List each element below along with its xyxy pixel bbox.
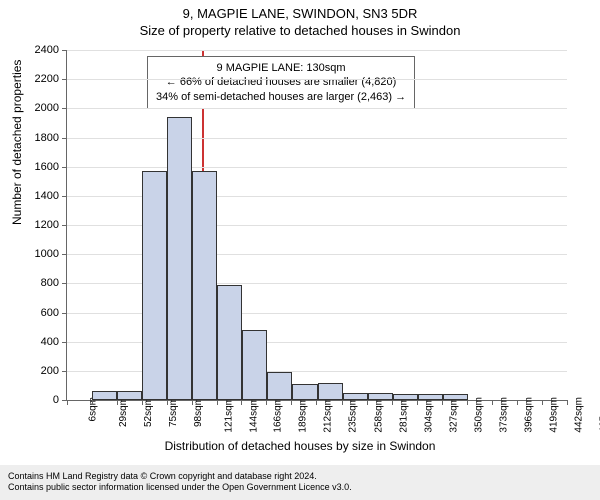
x-tick-mark [291,400,292,405]
x-tick-label: 189sqm [298,397,309,433]
callout-line1: 9 MAGPIE LANE: 130sqm [156,61,406,75]
x-tick-mark [567,400,568,405]
gridline [67,138,567,139]
y-tick-label: 400 [19,336,59,348]
x-tick-label: 304sqm [423,397,434,433]
x-tick-mark [142,400,143,405]
histogram-bar [343,393,368,400]
x-tick-mark [67,400,68,405]
callout-line3: 34% of semi-detached houses are larger (… [156,90,406,104]
x-tick-mark [316,400,317,405]
histogram-bar [368,393,393,400]
y-tick-label: 200 [19,365,59,377]
x-tick-label: 212sqm [323,397,334,433]
x-axis-label: Distribution of detached houses by size … [0,439,600,453]
histogram-bar [92,391,117,400]
histogram-bar [418,394,443,400]
histogram-bar [443,394,468,400]
x-tick-label: 52sqm [143,397,154,427]
x-tick-mark [92,400,93,405]
y-tick-mark [62,196,67,197]
x-tick-label: 373sqm [498,397,509,433]
x-tick-label: 327sqm [448,397,459,433]
x-tick-label: 144sqm [249,397,260,433]
x-tick-mark [266,400,267,405]
x-tick-mark [467,400,468,405]
y-tick-mark [62,167,67,168]
x-tick-label: 419sqm [548,397,559,433]
x-tick-mark [192,400,193,405]
histogram-bar [117,391,142,400]
x-tick-label: 121sqm [224,397,235,433]
y-tick-mark [62,342,67,343]
gridline [67,108,567,109]
y-tick-mark [62,50,67,51]
chart-title: 9, MAGPIE LANE, SWINDON, SN3 5DR [0,0,600,21]
x-tick-label: 442sqm [574,397,585,433]
chart-container: 9, MAGPIE LANE, SWINDON, SN3 5DR Size of… [0,0,600,500]
y-tick-label: 1000 [19,248,59,260]
chart-subtitle: Size of property relative to detached ho… [0,21,600,38]
x-tick-mark [417,400,418,405]
histogram-bar [167,117,192,400]
y-tick-label: 800 [19,277,59,289]
y-tick-mark [62,254,67,255]
y-tick-mark [62,225,67,226]
x-tick-label: 98sqm [193,397,204,427]
y-tick-label: 1200 [19,219,59,231]
x-tick-mark [367,400,368,405]
histogram-bar [192,171,217,400]
y-tick-label: 0 [19,394,59,406]
histogram-bar [217,285,242,400]
y-tick-label: 1600 [19,161,59,173]
x-tick-mark [117,400,118,405]
histogram-bar [267,372,292,400]
y-tick-label: 2000 [19,102,59,114]
callout-box: 9 MAGPIE LANE: 130sqm ← 66% of detached … [147,56,415,109]
x-tick-label: 258sqm [373,397,384,433]
x-tick-label: 29sqm [118,397,129,427]
x-tick-mark [217,400,218,405]
x-tick-label: 396sqm [523,397,534,433]
x-tick-mark [442,400,443,405]
histogram-bar [393,394,418,400]
x-tick-label: 75sqm [168,397,179,427]
x-tick-mark [492,400,493,405]
histogram-bar [242,330,267,400]
histogram-bar [318,383,343,401]
x-tick-mark [241,400,242,405]
x-tick-mark [517,400,518,405]
gridline [67,50,567,51]
y-tick-mark [62,283,67,284]
x-tick-mark [342,400,343,405]
x-tick-mark [392,400,393,405]
plot-area: 9 MAGPIE LANE: 130sqm ← 66% of detached … [66,50,567,401]
x-tick-label: 166sqm [273,397,284,433]
y-tick-mark [62,108,67,109]
x-tick-label: 235sqm [348,397,359,433]
footer: Contains HM Land Registry data © Crown c… [0,465,600,500]
y-tick-mark [62,79,67,80]
y-tick-label: 2400 [19,44,59,56]
y-tick-label: 2200 [19,73,59,85]
x-tick-label: 281sqm [398,397,409,433]
histogram-bar [142,171,167,400]
y-tick-label: 600 [19,307,59,319]
y-tick-mark [62,371,67,372]
callout-line2: ← 66% of detached houses are smaller (4,… [156,75,406,89]
x-tick-mark [542,400,543,405]
histogram-bar [292,384,317,400]
x-tick-label: 350sqm [473,397,484,433]
y-tick-mark [62,138,67,139]
y-tick-mark [62,313,67,314]
y-tick-label: 1400 [19,190,59,202]
footer-line2: Contains public sector information licen… [8,482,592,494]
gridline [67,167,567,168]
y-tick-label: 1800 [19,132,59,144]
x-tick-mark [167,400,168,405]
footer-line1: Contains HM Land Registry data © Crown c… [8,471,592,483]
gridline [67,79,567,80]
